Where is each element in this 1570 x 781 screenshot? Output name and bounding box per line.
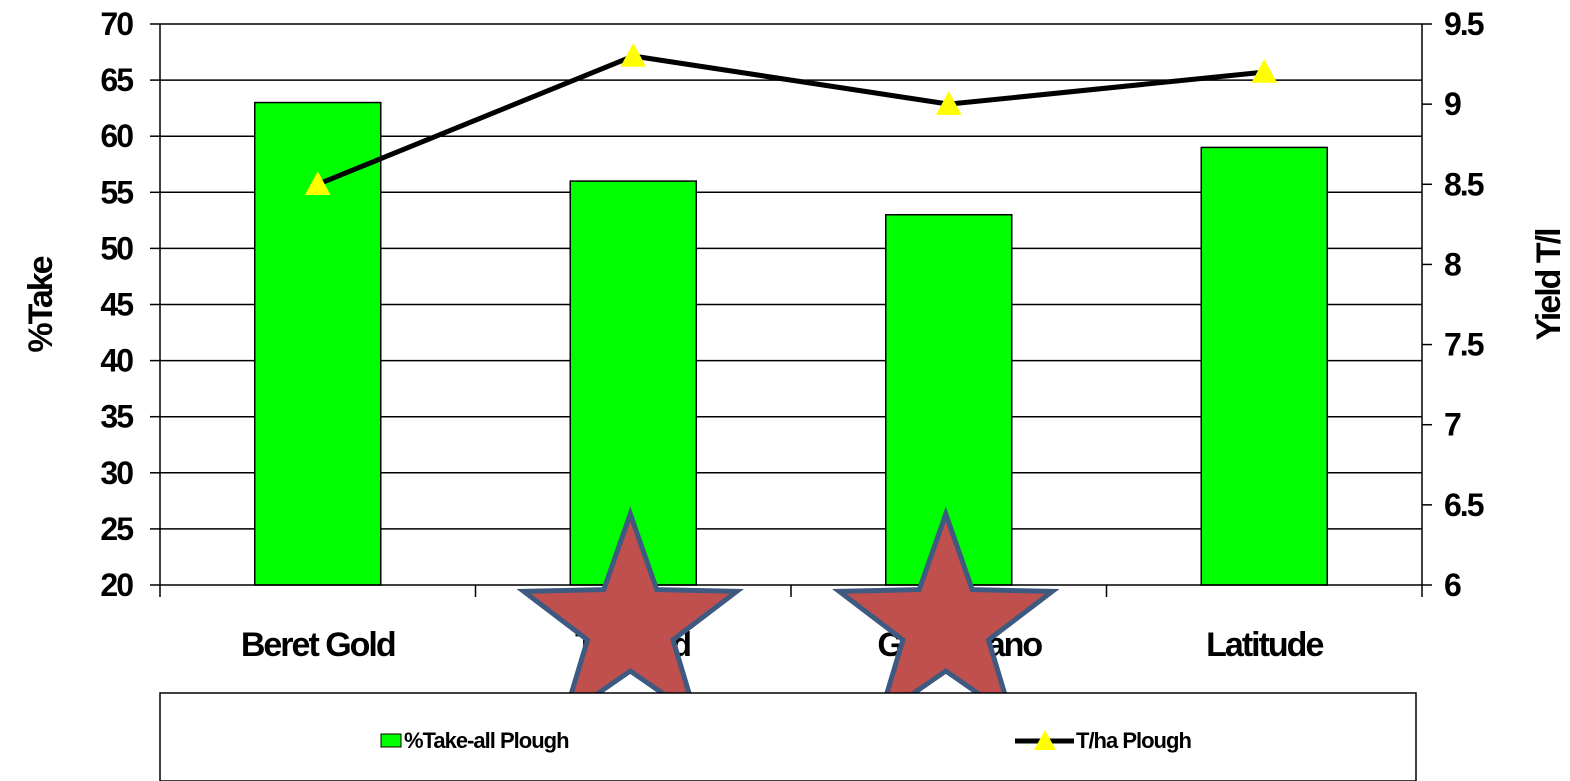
y2-tick-label: 7 [1444,407,1461,443]
star-annotations [516,506,1060,723]
bar-series [254,101,1328,586]
y-tick-label: 70 [100,6,133,42]
legend-bar-swatch [380,733,402,748]
line-series [304,43,1278,195]
series-line [316,53,1265,187]
legend-box [159,692,1417,781]
y-tick-label: 60 [100,118,133,154]
y2-tick-label: 8.5 [1444,166,1484,202]
y-tick-label: 50 [100,230,133,266]
legend-bar-label: %Take-all Plough [404,728,569,753]
line-marker [935,91,962,115]
line-marker [1251,59,1278,83]
x-axis-categories: Beret GoldTrdGaanoLatitude [241,626,1326,664]
y2-tick-label: 6 [1444,567,1461,603]
bar [1200,146,1328,586]
legend-line-label: T/ha Plough [1076,728,1191,753]
category-label: Latitude [1206,626,1323,664]
y2-tick-label: 8 [1444,246,1461,282]
y2-tick-label: 9.5 [1444,6,1484,42]
y-tick-label: 65 [100,62,133,98]
y2-tick-label: 9 [1444,86,1461,122]
y2-tick-label: 6.5 [1444,487,1484,523]
y2-axis-label: Yield T/l [1530,229,1568,341]
star-annotation [831,506,1060,723]
line-marker [304,171,331,195]
star-annotation [516,506,745,723]
y-tick-label: 55 [100,174,133,210]
y-tick-label: 40 [100,343,133,379]
y-tick-label: 45 [100,287,133,323]
y2-axis-ticks: 9.5 9 8.5 8 7.5 7 6.5 6 [1422,6,1486,603]
y-tick-label: 30 [100,455,133,491]
y-tick-label: 20 [100,567,133,603]
legend-line-marker [1034,730,1056,750]
y2-tick-label: 7.5 [1444,327,1484,363]
y-tick-label: 25 [100,511,133,547]
category-label: Beret Gold [241,626,395,664]
y-axis-label: %Take [22,256,60,352]
line-marker [620,43,647,67]
y-axis-ticks: 70 65 60 55 50 45 40 35 30 25 20 [100,6,160,603]
y-tick-label: 35 [100,399,133,435]
legend: %Take-all Plough T/ha Plough [159,692,1417,781]
